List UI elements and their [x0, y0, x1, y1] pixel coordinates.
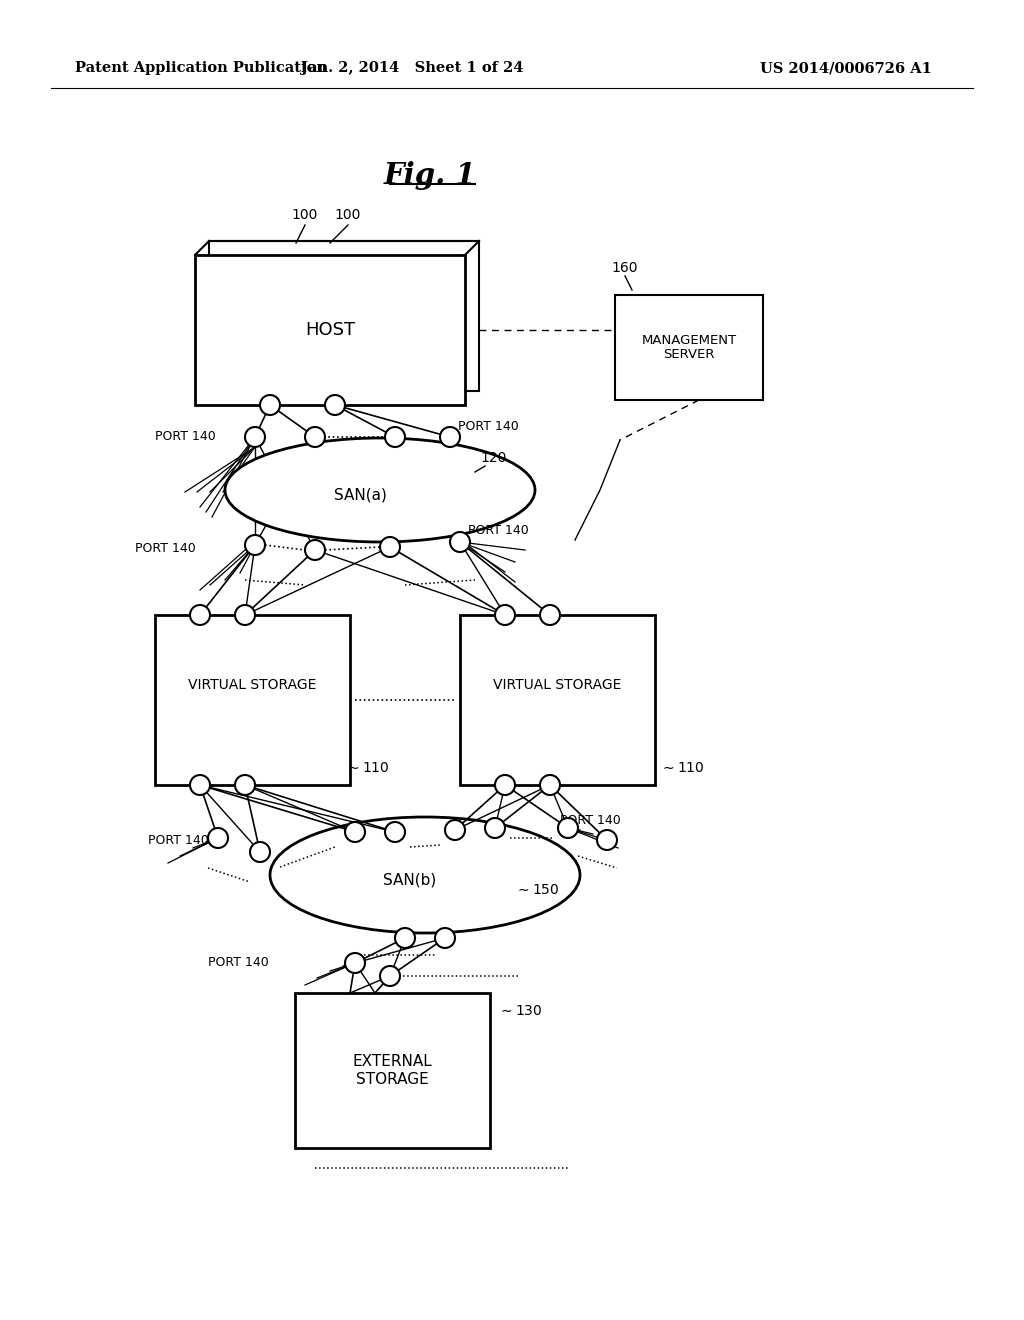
Text: PORT 140: PORT 140 [208, 957, 268, 969]
Text: $\sim$150: $\sim$150 [515, 883, 559, 898]
Circle shape [395, 928, 415, 948]
Circle shape [325, 395, 345, 414]
Circle shape [385, 426, 406, 447]
Circle shape [260, 395, 280, 414]
Circle shape [435, 928, 455, 948]
Circle shape [445, 820, 465, 840]
Circle shape [234, 775, 255, 795]
Circle shape [597, 830, 617, 850]
Circle shape [208, 828, 228, 847]
Circle shape [380, 966, 400, 986]
Text: PORT 140: PORT 140 [458, 421, 519, 433]
Circle shape [495, 605, 515, 624]
Text: PORT 140: PORT 140 [155, 430, 216, 444]
Circle shape [245, 535, 265, 554]
Text: PORT 140: PORT 140 [135, 541, 196, 554]
Text: $\sim$110: $\sim$110 [345, 762, 389, 775]
Circle shape [234, 605, 255, 624]
Circle shape [305, 540, 325, 560]
Text: HOST: HOST [305, 321, 355, 339]
Text: MANAGEMENT
SERVER: MANAGEMENT SERVER [641, 334, 736, 362]
Bar [615, 294, 763, 400]
Circle shape [305, 426, 325, 447]
Circle shape [540, 605, 560, 624]
Text: EXTERNAL
STORAGE: EXTERNAL STORAGE [352, 1055, 432, 1086]
Text: PORT 140: PORT 140 [148, 833, 209, 846]
Text: SAN(a): SAN(a) [334, 487, 386, 503]
Text: SAN(b): SAN(b) [383, 873, 436, 887]
Text: Jan. 2, 2014   Sheet 1 of 24: Jan. 2, 2014 Sheet 1 of 24 [301, 61, 523, 75]
Text: 120: 120 [480, 451, 507, 465]
Text: $\sim$130: $\sim$130 [498, 1005, 543, 1018]
Circle shape [485, 818, 505, 838]
Ellipse shape [225, 438, 535, 543]
Text: Fig. 1: Fig. 1 [384, 161, 476, 190]
Bar [195, 255, 465, 405]
Text: VIRTUAL STORAGE: VIRTUAL STORAGE [188, 678, 316, 692]
Circle shape [190, 775, 210, 795]
Circle shape [190, 605, 210, 624]
Text: Patent Application Publication: Patent Application Publication [75, 61, 327, 75]
Circle shape [495, 775, 515, 795]
Text: 100: 100 [335, 209, 361, 222]
Text: 100: 100 [292, 209, 318, 222]
Text: PORT 140: PORT 140 [468, 524, 528, 536]
Text: US 2014/0006726 A1: US 2014/0006726 A1 [760, 61, 932, 75]
Bar [209, 242, 479, 391]
Bar [460, 615, 655, 785]
Circle shape [345, 822, 365, 842]
Circle shape [250, 842, 270, 862]
Circle shape [245, 426, 265, 447]
Bar [155, 615, 350, 785]
Text: PORT 140: PORT 140 [560, 813, 621, 826]
Text: $\sim$110: $\sim$110 [660, 762, 705, 775]
Text: 160: 160 [611, 261, 638, 275]
Circle shape [558, 818, 578, 838]
Text: VIRTUAL STORAGE: VIRTUAL STORAGE [494, 678, 622, 692]
Circle shape [540, 775, 560, 795]
Circle shape [345, 953, 365, 973]
Circle shape [450, 532, 470, 552]
Ellipse shape [270, 817, 580, 933]
Circle shape [385, 822, 406, 842]
Bar [295, 993, 490, 1148]
Circle shape [380, 537, 400, 557]
Circle shape [440, 426, 460, 447]
